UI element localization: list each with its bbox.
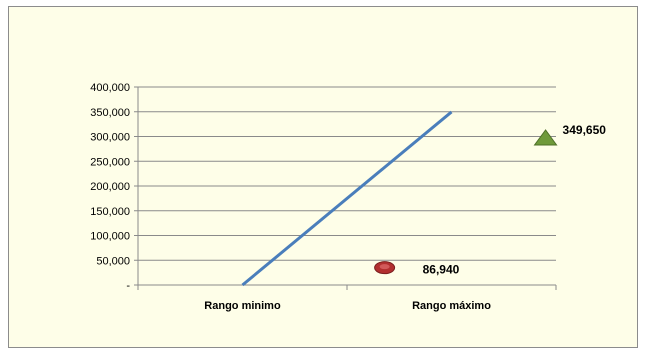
y-tick-label: 150,000 — [90, 206, 130, 218]
y-tick-label: - — [126, 280, 130, 292]
x-tick-label: Rango máximo — [412, 300, 491, 312]
tick-labels: - 50,000 100,000 150,000 200,000 250,000 300,0… — [90, 82, 491, 312]
data-label: 349,650 — [563, 123, 607, 137]
marker-triangle — [533, 129, 558, 146]
y-tick-label: 50,000 — [96, 255, 130, 267]
series-line — [241, 110, 453, 287]
chart-frame — [8, 6, 638, 348]
y-tick-label: 250,000 — [90, 156, 130, 168]
grid — [138, 86, 556, 261]
marker-highlight — [379, 264, 390, 270]
x-tick-label: Rango minimo — [204, 300, 281, 312]
axes — [134, 86, 557, 290]
series: 86,940 349,650 — [241, 110, 607, 287]
y-tick-label: 300,000 — [90, 132, 130, 144]
data-label: 86,940 — [423, 263, 460, 277]
y-tick-label: 350,000 — [90, 107, 130, 119]
y-tick-label: 200,000 — [90, 181, 130, 193]
y-tick-label: 400,000 — [90, 82, 130, 94]
y-tick-label: 100,000 — [90, 231, 130, 243]
